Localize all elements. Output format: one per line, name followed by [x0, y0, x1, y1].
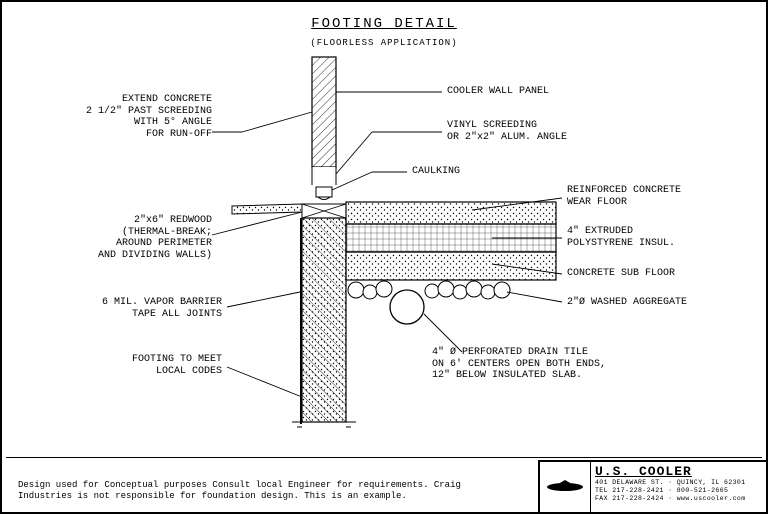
label-insulation: 4" EXTRUDED POLYSTYRENE INSUL. [567, 226, 675, 249]
label-vapor-barrier: 6 MIL. VAPOR BARRIER TAPE ALL JOINTS [62, 297, 222, 320]
disclaimer-note: Design used for Conceptual purposes Cons… [18, 480, 518, 502]
cooler-wall-panel [312, 57, 336, 167]
label-drain-tile: 4" Ø PERFORATED DRAIN TILE ON 6' CENTERS… [432, 347, 606, 382]
label-redwood: 2"x6" REDWOOD (THERMAL-BREAK; AROUND PER… [62, 215, 212, 261]
label-footing: FOOTING TO MEET LOCAL CODES [82, 354, 222, 377]
label-cooler-wall: COOLER WALL PANEL [447, 86, 549, 98]
label-wear-floor: REINFORCED CONCRETE WEAR FLOOR [567, 185, 681, 208]
title-block: U.S. COOLER 401 DELAWARE ST. · QUINCY, I… [538, 460, 768, 514]
aggregate [348, 281, 510, 299]
sub-floor [346, 252, 556, 280]
company-tel: TEL 217-228-2421 · 800-521-2665 [595, 487, 762, 495]
label-caulking: CAULKING [412, 166, 460, 178]
wear-floor [346, 202, 556, 224]
company-logo-icon [540, 462, 591, 512]
company-name: U.S. COOLER [595, 464, 762, 479]
label-extend-concrete: EXTEND CONCRETE 2 1/2" PAST SCREEDING WI… [82, 94, 212, 140]
drain-tile [390, 290, 424, 324]
drawing-sheet: FOOTING DETAIL (FLOORLESS APPLICATION) [0, 0, 768, 514]
label-sub-floor: CONCRETE SUB FLOOR [567, 268, 675, 280]
company-address: 401 DELAWARE ST. · QUINCY, IL 62301 [595, 479, 762, 487]
company-fax: FAX 217-228-2424 · www.uscooler.com [595, 495, 762, 503]
frame-divider [6, 457, 762, 458]
label-aggregate: 2"Ø WASHED AGGREGATE [567, 297, 687, 309]
label-vinyl-screeding: VINYL SCREEDING OR 2"x2" ALUM. ANGLE [447, 120, 567, 143]
